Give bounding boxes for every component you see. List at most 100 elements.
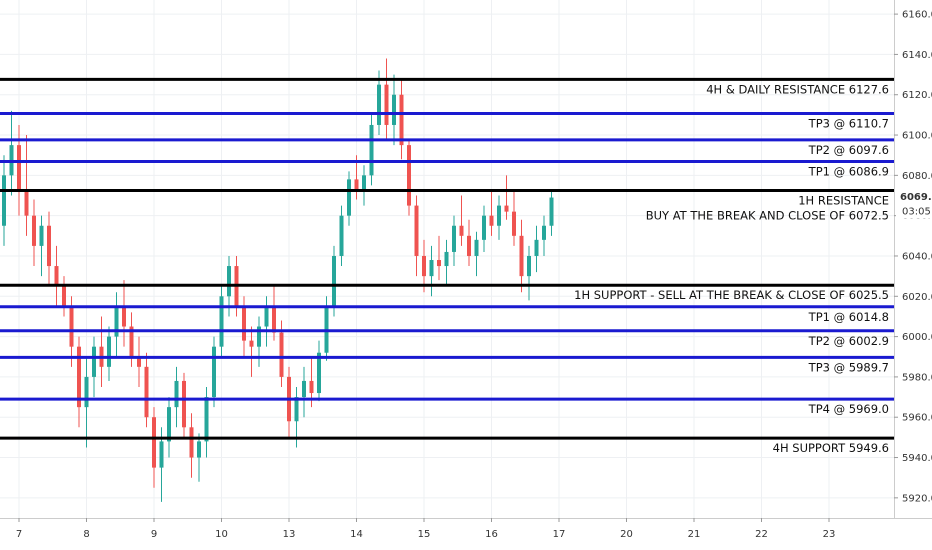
x-tick-label-0: 7 (16, 529, 22, 540)
candle-body-46 (347, 179, 351, 216)
candle-body-55 (414, 205, 419, 256)
level-label-2-0: TP2 @ 6097.6 (808, 143, 889, 157)
y-tick-label-11: 6140.0 (902, 50, 932, 61)
level-label-4-0: 1H RESISTANCE (798, 193, 889, 207)
level-label-7-0: TP2 @ 6002.9 (808, 334, 889, 348)
price-axis-ticks: 5920.0 5940.0 5960.0 5980.0 6000.0 6020.0 6040… (894, 10, 932, 504)
candle-body-14 (107, 336, 111, 367)
y-tick-label-8: 6080.0 (902, 171, 932, 182)
candle-body-5 (39, 225, 44, 246)
candle-body-30 (227, 266, 231, 297)
candle-body-24 (182, 380, 186, 428)
last-price-value: 6069.4 (900, 192, 932, 203)
candle-body-2 (17, 145, 21, 192)
candle-body-33 (249, 340, 254, 347)
candle-body-22 (167, 407, 171, 442)
candle-body-61 (459, 225, 464, 236)
y-tick-label-2: 5960.0 (902, 413, 932, 424)
level-label-0-0: 4H & DAILY RESISTANCE 6127.6 (706, 82, 889, 96)
candle-body-20 (152, 417, 156, 468)
candle-body-53 (399, 94, 404, 146)
candles (2, 58, 554, 502)
y-tick-label-4: 6000.0 (902, 332, 932, 343)
candle-body-6 (47, 225, 51, 267)
candle-body-34 (257, 326, 261, 347)
candle-body-49 (369, 124, 374, 176)
candle-body-66 (497, 205, 501, 226)
y-tick-label-0: 5920.0 (902, 493, 932, 504)
y-tick-label-3: 5980.0 (902, 372, 932, 383)
x-tick-label-7: 16 (485, 529, 498, 540)
candle-body-3 (24, 191, 29, 216)
candle-body-51 (384, 84, 389, 125)
level-label-3-0: TP1 @ 6086.9 (808, 164, 889, 178)
candle-body-8 (62, 286, 66, 307)
candle-body-44 (332, 255, 336, 307)
candle-body-32 (242, 306, 246, 341)
last-price-tag: 6069.4 03:05 (896, 188, 932, 219)
candle-body-27 (204, 397, 209, 442)
x-tick-label-1: 8 (83, 529, 89, 540)
candle-body-29 (219, 296, 224, 347)
candle-body-70 (527, 255, 531, 277)
candle-body-63 (474, 239, 479, 256)
candle-body-9 (69, 306, 74, 347)
candle-body-52 (392, 94, 396, 125)
candle-body-16 (122, 306, 126, 327)
level-label-9-0: TP4 @ 5969.0 (808, 402, 889, 416)
candle-body-35 (264, 306, 269, 327)
candle-body-41 (309, 380, 314, 394)
y-tick-label-6: 6040.0 (902, 251, 932, 262)
x-tick-label-9: 20 (620, 529, 633, 540)
x-tick-label-4: 13 (283, 529, 296, 540)
candle-body-37 (279, 332, 284, 377)
candle-body-57 (429, 260, 434, 277)
candle-body-36 (272, 306, 276, 333)
candle-body-28 (212, 346, 216, 398)
candle-body-42 (317, 352, 321, 394)
candle-body-48 (362, 175, 366, 192)
candle-body-71 (534, 239, 539, 256)
candle-body-65 (489, 215, 494, 226)
candle-body-73 (549, 197, 554, 226)
candle-body-45 (339, 215, 344, 256)
candle-body-40 (302, 380, 306, 398)
y-tick-label-10: 6120.0 (902, 90, 932, 101)
candle-body-67 (504, 205, 509, 212)
y-tick-label-9: 6100.0 (902, 131, 932, 142)
candle-body-11 (84, 376, 89, 408)
candle-body-25 (189, 427, 194, 458)
x-tick-label-10: 21 (688, 529, 701, 540)
x-tick-label-3: 10 (215, 529, 228, 540)
x-tick-label-5: 14 (350, 529, 363, 540)
y-tick-label-5: 6020.0 (902, 292, 932, 303)
x-tick-label-2: 9 (151, 529, 157, 540)
level-label-6-0: TP1 @ 6014.8 (808, 310, 889, 324)
candle-body-7 (54, 266, 59, 287)
grid-lines (0, 0, 894, 518)
candle-body-60 (452, 225, 456, 252)
candle-body-47 (354, 179, 359, 192)
candle-body-56 (422, 255, 426, 277)
candle-body-19 (144, 366, 149, 418)
candle-body-62 (467, 235, 471, 256)
y-tick-label-1: 5940.0 (902, 453, 932, 464)
level-label-10-0: 4H SUPPORT 5949.6 (773, 441, 889, 455)
level-labels: 4H & DAILY RESISTANCE 6127.6 TP3 @ 6110.7… (574, 82, 889, 455)
axes (0, 0, 932, 519)
x-tick-label-8: 17 (553, 529, 566, 540)
candle-body-69 (519, 235, 524, 277)
x-tick-label-12: 23 (823, 529, 836, 540)
candle-body-50 (377, 84, 381, 125)
x-tick-label-11: 22 (755, 529, 768, 540)
y-tick-label-12: 6160.0 (902, 10, 932, 21)
candle-body-39 (294, 397, 299, 422)
level-label-1-0: TP3 @ 6110.7 (808, 116, 889, 130)
candle-body-0 (2, 175, 6, 226)
candle-body-4 (32, 215, 36, 246)
candle-body-12 (92, 346, 96, 377)
price-levels (0, 77, 894, 440)
level-label-4-1: BUY AT THE BREAK AND CLOSE OF 6072.5 (646, 208, 889, 222)
time-axis-ticks: 7 8 9 10 13 14 15 16 17 20 21 22 23 (16, 518, 836, 540)
